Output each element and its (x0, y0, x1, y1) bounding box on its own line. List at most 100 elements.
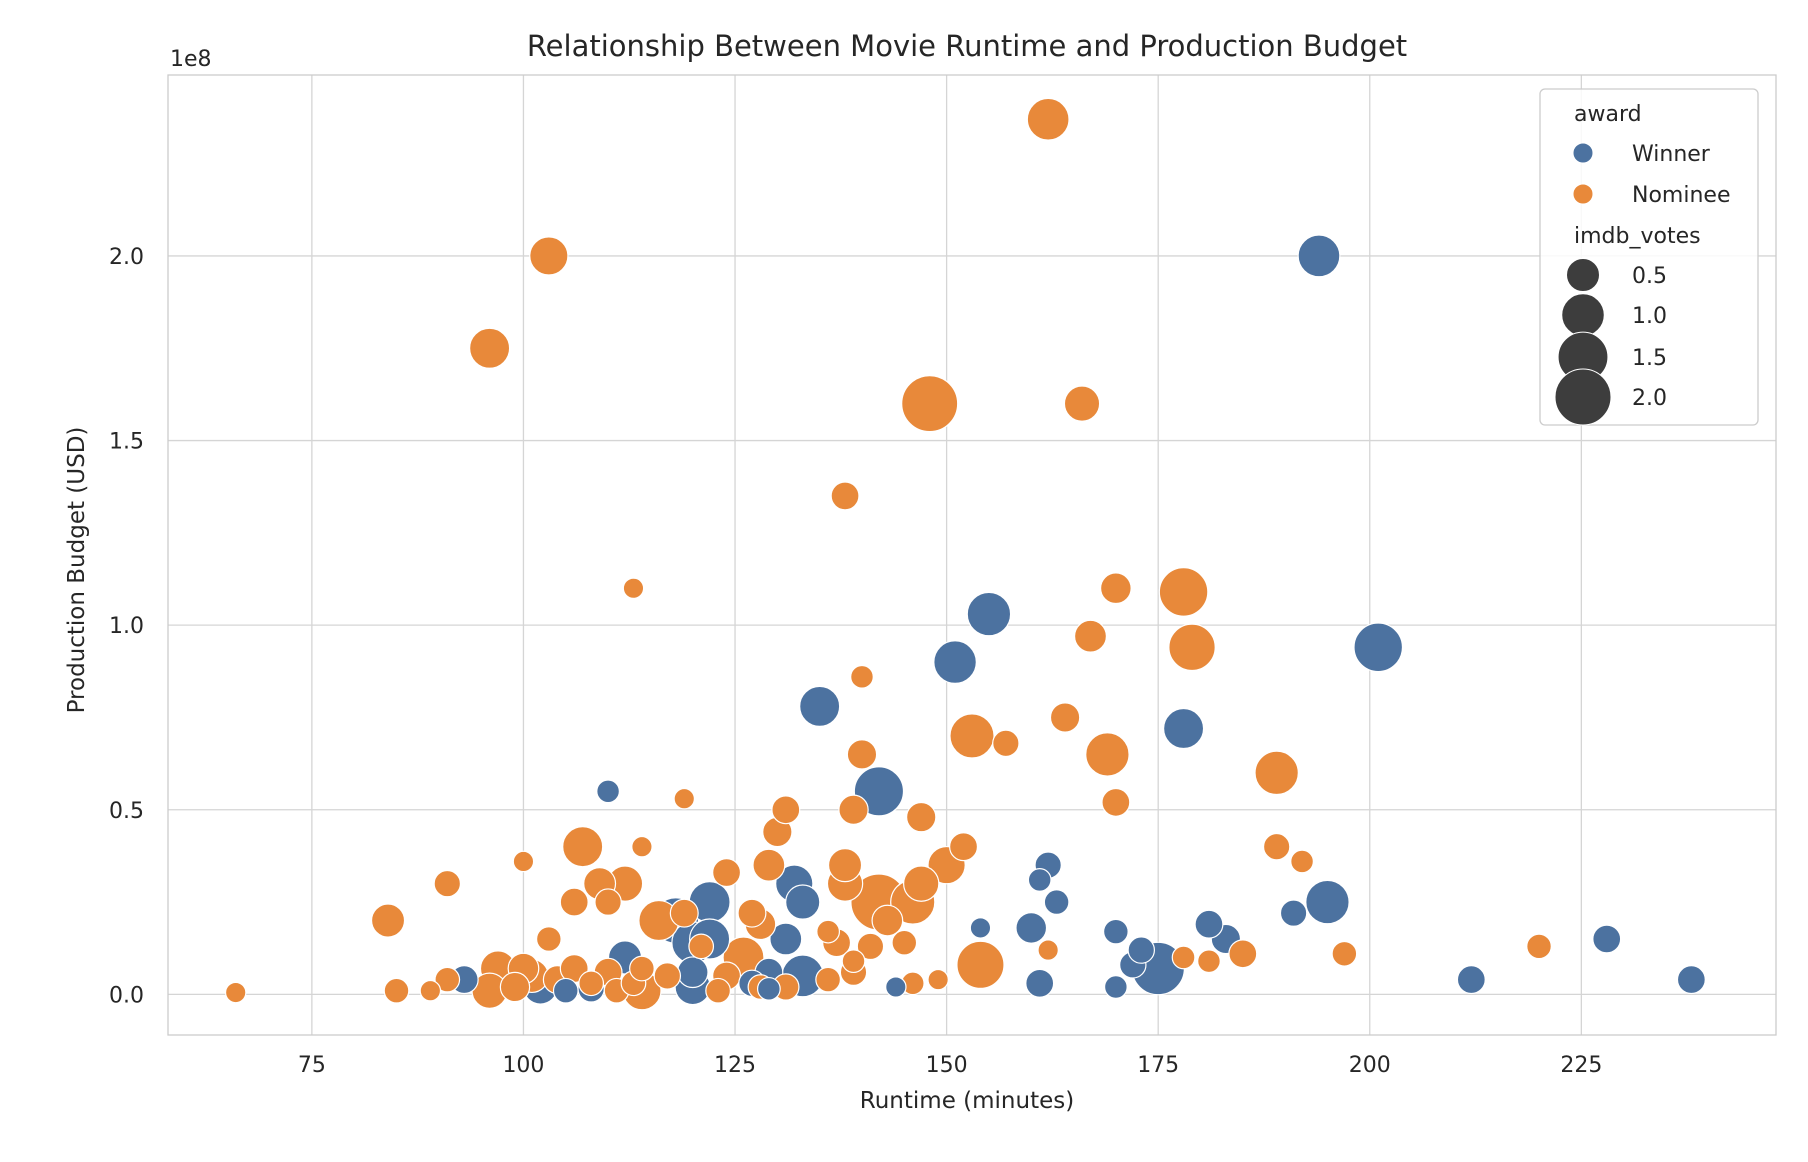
data-point-nominee (737, 898, 767, 928)
data-point-nominee (1063, 385, 1101, 422)
data-point-nominee (653, 962, 682, 990)
data-point-nominee (712, 858, 742, 888)
data-point-winner (552, 977, 579, 1004)
x-tick-label: 125 (714, 1053, 756, 1078)
data-point-nominee (594, 888, 622, 916)
data-point-winner (676, 956, 709, 989)
data-point-nominee (1171, 945, 1196, 970)
data-point-winner (769, 922, 803, 956)
data-point-nominee (1099, 572, 1132, 605)
data-point-winner (1353, 622, 1404, 673)
data-point-nominee (512, 850, 535, 873)
y-tick-label: 1.0 (109, 614, 144, 639)
data-point-winner (799, 685, 841, 727)
data-point-nominee (830, 481, 860, 511)
x-axis-label: Runtime (minutes) (860, 1088, 1074, 1114)
data-point-nominee (535, 926, 562, 952)
data-point-winner (785, 884, 821, 920)
data-point-winner (596, 779, 620, 804)
data-point-nominee (992, 729, 1020, 758)
legend-label-winner: Winner (1632, 142, 1711, 167)
data-point-nominee (838, 794, 869, 825)
legend-size-label: 1.5 (1632, 346, 1667, 371)
data-point-winner (1162, 707, 1205, 750)
data-point-nominee (1262, 832, 1291, 861)
data-point-nominee (1073, 619, 1107, 653)
legend-size-marker (1554, 368, 1612, 426)
data-point-winner (1043, 889, 1070, 915)
data-point-winner (1194, 909, 1224, 939)
data-point-nominee (1228, 939, 1258, 969)
data-point-winner (966, 591, 1012, 637)
data-point-nominee (1026, 97, 1070, 141)
data-point-winner (885, 976, 907, 998)
data-point-nominee (771, 795, 801, 825)
legend-size-label: 0.5 (1632, 264, 1667, 289)
legend-hue-title: award (1574, 102, 1642, 127)
data-point-nominee (529, 236, 569, 276)
data-point-winner (1279, 899, 1308, 927)
data-point-nominee (871, 904, 904, 937)
y-tick-label: 0.5 (109, 799, 144, 824)
data-point-winner (1127, 936, 1155, 964)
legend-size-label: 2.0 (1632, 386, 1667, 411)
data-point-winner (933, 640, 977, 684)
data-point-nominee (1254, 750, 1299, 796)
chart-title: Relationship Between Movie Runtime and P… (527, 29, 1407, 63)
data-point-nominee (949, 832, 979, 862)
data-point-nominee (370, 903, 406, 938)
data-point-nominee (905, 801, 937, 833)
data-point-nominee (629, 955, 655, 982)
legend: award Winner Nominee imdb_votes 0.5 1.0 1.5 2.0 (1539, 88, 1759, 426)
data-point-nominee (383, 977, 410, 1004)
y-tick-label: 2.0 (109, 245, 144, 270)
data-point-nominee (559, 887, 589, 917)
y-axis-label: Production Budget (USD) (64, 427, 90, 714)
legend-label-nominee: Nominee (1632, 183, 1730, 208)
data-point-winner (756, 976, 781, 1001)
data-point-winner (1305, 879, 1350, 925)
y-offset-label: 1e8 (170, 47, 212, 72)
data-point-nominee (578, 970, 605, 997)
legend-size-marker (1566, 258, 1600, 292)
data-point-winner (1025, 968, 1055, 998)
data-point-winner (1103, 975, 1128, 999)
data-point-nominee (673, 787, 695, 810)
data-point-nominee (816, 919, 841, 944)
data-point-nominee (827, 848, 863, 883)
x-tick-label: 200 (1349, 1053, 1391, 1078)
x-tick-label: 100 (502, 1053, 544, 1078)
data-point-nominee (956, 940, 1005, 989)
legend-marker-nominee (1572, 183, 1594, 205)
data-point-winner (1015, 912, 1048, 944)
data-point-nominee (631, 835, 653, 858)
data-point-nominee (949, 713, 995, 759)
x-tick-label: 175 (1137, 1053, 1179, 1078)
data-point-nominee (419, 979, 442, 1002)
legend-size-title: imdb_votes (1574, 224, 1701, 249)
data-point-nominee (669, 898, 699, 928)
data-point-nominee (903, 865, 940, 902)
data-point-nominee (1049, 702, 1081, 733)
data-point-nominee (846, 739, 878, 770)
data-point-nominee (850, 664, 874, 689)
data-point-nominee (927, 968, 949, 991)
data-point-nominee (815, 966, 841, 993)
data-point-nominee (705, 977, 731, 1004)
data-point-winner (1676, 965, 1706, 995)
plot-frame (167, 74, 1777, 1036)
data-point-nominee (1085, 732, 1130, 777)
plot-area: 75 100 125 150 175 200 225 0.0 0.5 1.0 1.5 2.0 (109, 74, 1777, 1078)
y-tick-label: 1.5 (109, 430, 144, 455)
data-point-nominee (434, 966, 461, 993)
x-tick-label: 150 (926, 1053, 968, 1078)
data-point-nominee (224, 981, 247, 1004)
data-point-nominee (891, 929, 918, 956)
data-point-nominee (562, 826, 604, 868)
legend-size-label: 1.0 (1632, 304, 1667, 329)
data-point-winner (1592, 924, 1622, 954)
data-point-winner (1027, 868, 1052, 892)
legend-size-marker (1561, 293, 1605, 337)
data-point-winner (969, 917, 992, 939)
